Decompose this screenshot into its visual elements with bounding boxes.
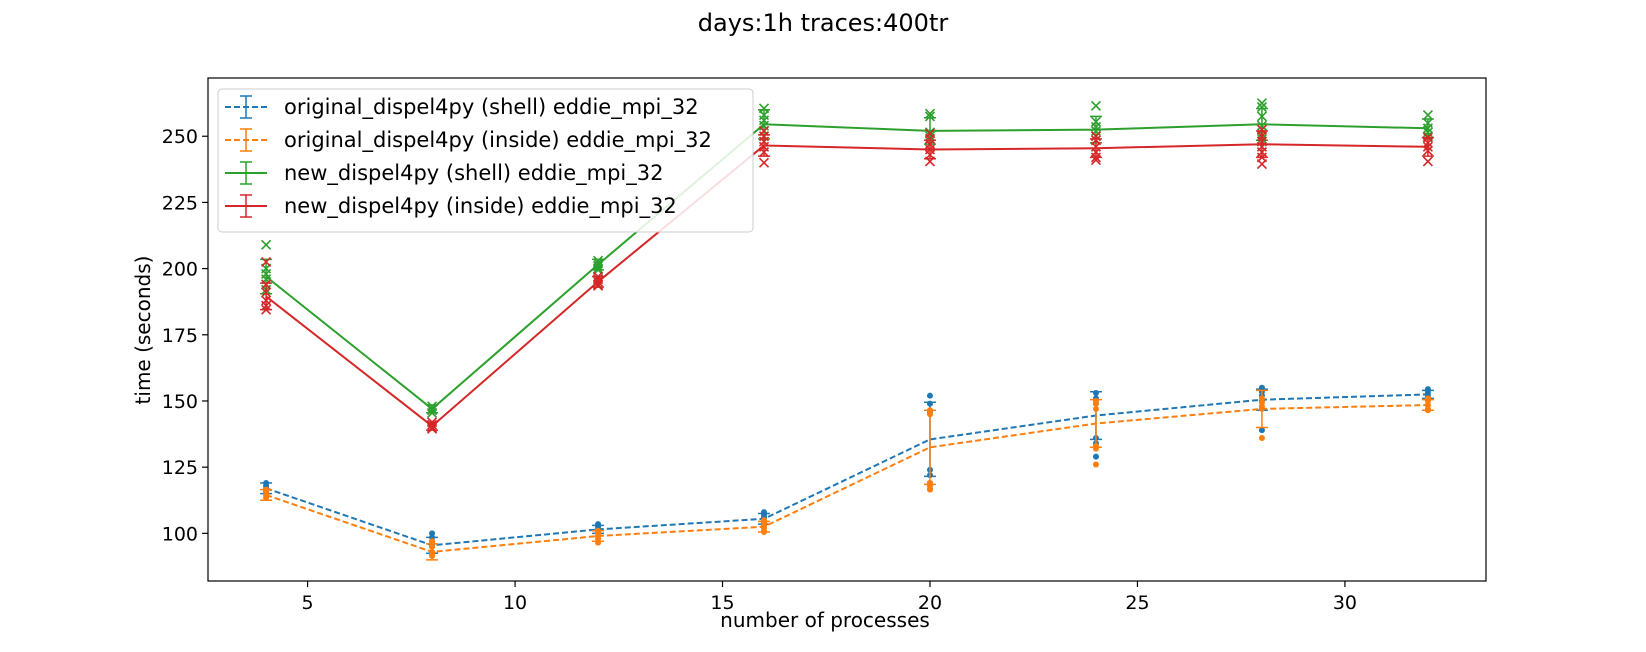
sample-point	[1092, 461, 1099, 468]
legend-errorbar	[240, 95, 252, 119]
sample-point	[1258, 435, 1265, 442]
sample-point	[1422, 109, 1433, 121]
series-line	[265, 393, 1428, 547]
sample-point	[924, 111, 936, 122]
sample-point	[926, 392, 933, 399]
sample-point	[926, 486, 933, 493]
series-layer	[260, 98, 1434, 561]
error-bar	[260, 282, 273, 311]
sample-point	[1256, 98, 1268, 109]
y-axis-title: time (seconds)	[131, 256, 155, 405]
x-tick-label: 5	[302, 592, 314, 614]
sample-point	[1422, 156, 1433, 167]
y-axis: 100 125 150 175 200 225 250	[162, 126, 208, 545]
sample-point	[1256, 102, 1268, 113]
error-bar	[260, 488, 273, 502]
y-tick-label: 200	[162, 259, 198, 281]
legend-errorbar	[240, 161, 252, 185]
x-axis: 5 10 15 20 25 30	[302, 581, 1357, 614]
x-tick-label: 10	[503, 592, 527, 614]
legend: original_dispel4py (shell) eddie_mpi_32o…	[217, 88, 754, 233]
y-tick-label: 175	[162, 325, 198, 347]
legend-item: new_dispel4py (inside) eddie_mpi_32	[225, 194, 677, 219]
legend-label: original_dispel4py (inside) eddie_mpi_32	[284, 128, 712, 153]
legend-item: original_dispel4py (shell) eddie_mpi_32	[225, 95, 699, 120]
sample-point	[261, 256, 272, 268]
legend-label: new_dispel4py (shell) eddie_mpi_32	[284, 161, 663, 186]
sample-point	[1090, 100, 1102, 111]
sample-point	[1256, 158, 1268, 170]
y-tick-label: 100	[162, 523, 198, 545]
legend-label: new_dispel4py (inside) eddie_mpi_32	[284, 194, 677, 219]
series-line	[265, 404, 1428, 553]
x-tick-label: 30	[1333, 592, 1357, 614]
legend-item: new_dispel4py (shell) eddie_mpi_32	[225, 161, 663, 186]
series-3	[260, 124, 1434, 434]
x-tick-label: 25	[1125, 592, 1149, 614]
sample-point	[429, 538, 436, 545]
chart-title: days:1h traces:400tr	[698, 9, 949, 37]
legend-item: original_dispel4py (inside) eddie_mpi_32	[225, 128, 712, 153]
sample-point	[261, 239, 272, 250]
x-tick-label: 15	[710, 592, 734, 614]
series-1	[260, 389, 1434, 561]
sample-point	[758, 157, 770, 168]
error-bar	[1421, 398, 1434, 411]
plot-frame	[207, 77, 1487, 582]
error-bar	[1421, 136, 1434, 157]
legend-errorbar	[240, 128, 252, 152]
x-tick-label: 20	[918, 592, 942, 614]
sample-point	[1092, 453, 1099, 460]
error-bar	[923, 409, 936, 486]
y-tick-label: 150	[162, 391, 198, 413]
sample-point	[924, 108, 936, 119]
y-tick-label: 225	[162, 192, 198, 214]
sample-point	[1258, 427, 1265, 434]
y-tick-label: 125	[162, 457, 198, 479]
series-line	[265, 143, 1428, 428]
series-line	[265, 123, 1428, 411]
y-tick-label: 250	[162, 126, 198, 148]
legend-errorbar	[240, 194, 252, 218]
legend-label: original_dispel4py (shell) eddie_mpi_32	[284, 95, 699, 120]
x-axis-title: number of processes	[720, 608, 930, 632]
legend-box	[217, 88, 754, 233]
